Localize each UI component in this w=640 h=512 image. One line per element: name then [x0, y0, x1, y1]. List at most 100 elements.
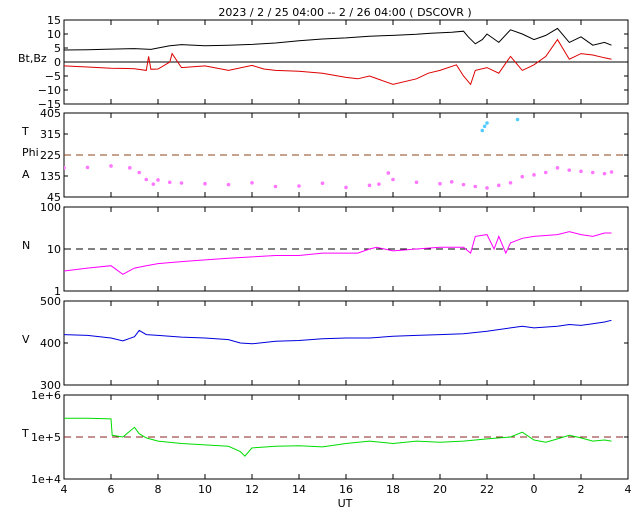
angles-data-point — [144, 177, 149, 182]
x-tick-label: 22 — [480, 483, 494, 496]
angles-data-point — [602, 171, 607, 176]
angles-data-point — [414, 180, 419, 185]
mag-series-0 — [64, 27, 612, 51]
angles-data-point — [320, 181, 325, 186]
x-tick-label: 16 — [339, 483, 353, 496]
angles-series-1 — [480, 117, 520, 133]
angles-series-0 — [64, 164, 614, 190]
angles-y-tick-label: 45 — [47, 191, 61, 204]
angles-data-point — [179, 181, 184, 185]
speed-y-tick-label: 300 — [40, 379, 61, 392]
x-tick-label: 6 — [108, 483, 115, 496]
angles-data-point — [273, 184, 278, 189]
speed-series-0 — [64, 319, 612, 345]
mag-y-tick-label: 5 — [54, 42, 61, 55]
panel-speed: 500 400 300 V — [22, 295, 629, 392]
angles-data-point — [579, 169, 583, 174]
speed-series-line — [64, 319, 612, 345]
x-tick-label: 10 — [198, 483, 212, 496]
x-tick-label: 14 — [292, 483, 306, 496]
angles-panel-label: Phi — [22, 146, 39, 159]
mag-series-1 — [64, 38, 612, 86]
temperature-series-0 — [64, 417, 612, 457]
angles-data-point — [367, 183, 372, 188]
angles-y-tick-label: 135 — [40, 170, 61, 183]
angles-data-point — [567, 168, 572, 172]
angles-data-point — [485, 121, 489, 125]
angles-data-point — [377, 182, 381, 186]
angles-data-point — [151, 182, 156, 186]
density-y-tick-label: 10 — [47, 243, 61, 256]
temperature-y-tick-label: 1e+5 — [31, 431, 61, 444]
density-y-tick-label: 100 — [40, 201, 61, 214]
angles-data-point — [461, 182, 466, 187]
angles-y-tick-label: 315 — [40, 128, 61, 141]
panel-density: 100 10 1 N — [22, 201, 629, 298]
temperature-panel-label: T — [21, 427, 29, 440]
angles-data-point — [386, 171, 391, 175]
density-series-0 — [64, 231, 612, 275]
angles-data-point — [520, 174, 525, 179]
angles-data-point — [156, 178, 160, 182]
speed-frame — [63, 300, 629, 386]
angles-data-point — [508, 180, 513, 185]
angles-data-point — [226, 182, 231, 187]
angles-data-point — [109, 164, 113, 168]
angles-data-point — [590, 170, 595, 175]
mag-series-line — [64, 27, 612, 51]
angles-data-point — [344, 185, 348, 190]
panel-angles: 405 315 225 135 45 T Phi A — [21, 107, 629, 204]
x-tick-label: 12 — [245, 483, 259, 496]
angles-data-point — [555, 166, 560, 170]
x-tick-label: 2 — [578, 483, 585, 496]
angles-data-point — [128, 166, 132, 170]
angles-panel-label: A — [22, 168, 30, 181]
x-tick-label: 20 — [433, 483, 447, 496]
mag-y-tick-label: 15 — [47, 14, 61, 27]
mag-panel-label: Bt,Bz — [18, 52, 47, 65]
panel-temperature: 1e+6 1e+5 1e+4 T — [21, 389, 629, 486]
angles-data-point — [438, 181, 442, 186]
angles-data-point — [250, 180, 254, 185]
mag-y-tick-label: −15 — [38, 98, 61, 111]
angles-y-tick-label: 405 — [40, 107, 61, 120]
x-tick-label: 0 — [531, 483, 538, 496]
angles-data-point — [480, 128, 485, 133]
chart-title: 2023 / 2 / 25 04:00 -- 2 / 26 04:00 ( DS… — [218, 6, 471, 19]
angles-data-point — [482, 124, 487, 129]
angles-panel-label: T — [21, 125, 29, 138]
x-tick-label: 8 — [155, 483, 162, 496]
angles-data-point — [391, 177, 395, 182]
x-tick-label: 4 — [625, 483, 632, 496]
angles-data-point — [64, 166, 66, 170]
x-tick-label: 4 — [61, 483, 68, 496]
x-axis-label: UT — [338, 497, 353, 510]
temperature-y-tick-label: 1e+4 — [31, 473, 61, 486]
mag-y-tick-label: −5 — [45, 70, 61, 83]
density-series-line — [64, 231, 612, 275]
angles-data-point — [297, 184, 301, 188]
angles-data-point — [167, 180, 172, 185]
mag-y-tick-label: 10 — [47, 28, 61, 41]
angles-y-tick-label: 225 — [40, 149, 61, 162]
angles-data-point — [496, 183, 501, 188]
angles-data-point — [543, 170, 548, 175]
angles-data-point — [85, 165, 90, 170]
speed-y-tick-label: 500 — [40, 295, 61, 308]
mag-y-tick-label: 0 — [54, 56, 61, 69]
x-tick-label: 18 — [386, 483, 400, 496]
mag-y-tick-label: −10 — [38, 84, 61, 97]
angles-data-point — [137, 170, 141, 175]
speed-y-tick-label: 400 — [40, 337, 61, 350]
angles-data-point — [203, 181, 207, 186]
angles-data-point — [515, 117, 520, 122]
mag-series-line — [64, 38, 612, 86]
angles-data-point — [449, 180, 454, 184]
speed-panel-label: V — [22, 333, 30, 346]
density-y-tick-label: 1 — [54, 285, 61, 298]
angles-data-point — [609, 170, 614, 174]
angles-data-point — [473, 184, 478, 189]
density-panel-label: N — [22, 239, 30, 252]
